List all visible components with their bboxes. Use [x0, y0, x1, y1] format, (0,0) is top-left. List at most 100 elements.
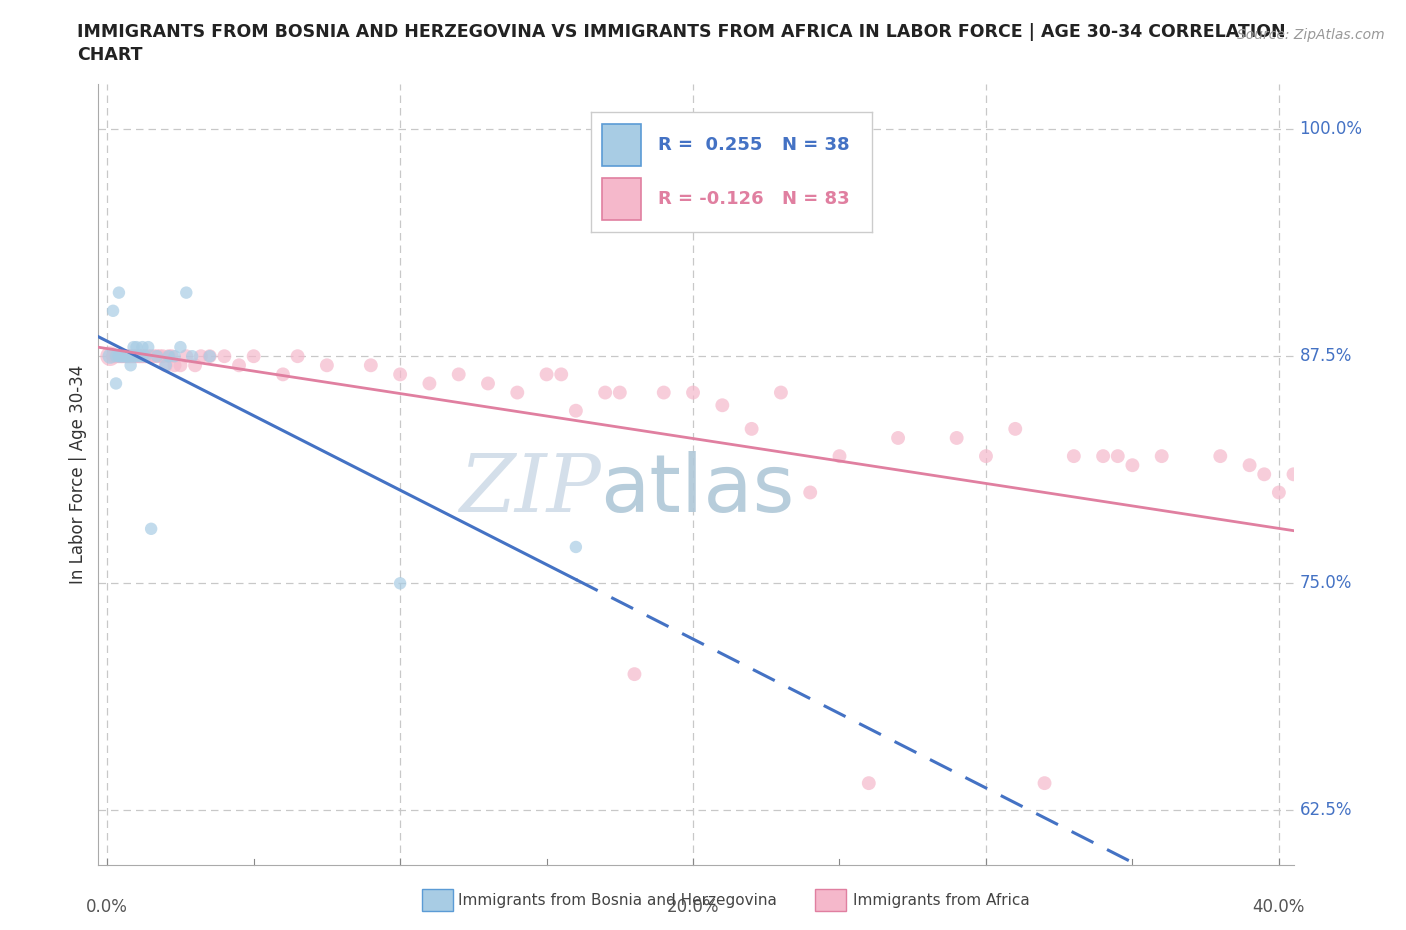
- Point: [120, 349, 142, 364]
- Point: [108, 349, 131, 364]
- Point: [1209, 448, 1232, 463]
- Point: [149, 349, 172, 364]
- Point: [146, 349, 169, 364]
- Point: [169, 358, 191, 373]
- Point: [623, 667, 645, 682]
- Point: [101, 349, 124, 364]
- Point: [609, 385, 631, 400]
- Point: [128, 349, 150, 364]
- Point: [315, 358, 337, 373]
- Point: [114, 349, 136, 364]
- Point: [184, 358, 207, 373]
- Point: [163, 349, 186, 364]
- Text: N = 83: N = 83: [782, 191, 849, 208]
- Point: [536, 367, 558, 382]
- Point: [389, 367, 412, 382]
- Point: [447, 367, 470, 382]
- Text: 62.5%: 62.5%: [1299, 802, 1353, 819]
- Point: [108, 286, 131, 300]
- Point: [181, 349, 204, 364]
- Point: [131, 349, 153, 364]
- Point: [111, 349, 134, 364]
- Point: [128, 349, 150, 364]
- Point: [146, 349, 169, 364]
- Point: [134, 349, 156, 364]
- Point: [105, 349, 127, 364]
- Point: [125, 349, 148, 364]
- Point: [828, 448, 851, 463]
- Point: [769, 385, 792, 400]
- Point: [506, 385, 529, 400]
- Point: [858, 776, 880, 790]
- Text: Immigrants from Bosnia and Herzegovina: Immigrants from Bosnia and Herzegovina: [458, 893, 778, 908]
- Point: [1282, 467, 1305, 482]
- Point: [114, 349, 136, 364]
- Point: [389, 576, 412, 591]
- Point: [945, 431, 967, 445]
- Point: [198, 349, 221, 364]
- Point: [887, 431, 910, 445]
- Point: [105, 349, 127, 364]
- Point: [120, 349, 142, 364]
- Point: [101, 349, 124, 364]
- Point: [122, 349, 145, 364]
- Point: [157, 349, 180, 364]
- Point: [101, 303, 124, 318]
- Point: [565, 539, 588, 554]
- Point: [105, 376, 127, 391]
- Point: [711, 398, 734, 413]
- Point: [1268, 485, 1291, 500]
- Point: [155, 358, 177, 373]
- Point: [136, 349, 159, 364]
- Point: [98, 349, 121, 364]
- Text: IMMIGRANTS FROM BOSNIA AND HERZEGOVINA VS IMMIGRANTS FROM AFRICA IN LABOR FORCE : IMMIGRANTS FROM BOSNIA AND HERZEGOVINA V…: [77, 23, 1286, 41]
- Point: [1121, 458, 1143, 472]
- Point: [117, 349, 139, 364]
- Point: [1092, 448, 1115, 463]
- Point: [111, 349, 134, 364]
- Point: [550, 367, 572, 382]
- Text: N = 38: N = 38: [782, 136, 849, 153]
- Point: [1239, 458, 1261, 472]
- Point: [117, 349, 139, 364]
- Point: [108, 349, 131, 364]
- Point: [157, 349, 180, 364]
- Point: [120, 358, 142, 373]
- Text: R =  0.255: R = 0.255: [658, 136, 762, 153]
- Point: [134, 349, 156, 364]
- Point: [122, 349, 145, 364]
- Point: [120, 349, 142, 364]
- Point: [134, 349, 156, 364]
- Point: [117, 349, 139, 364]
- Point: [174, 286, 197, 300]
- Point: [125, 349, 148, 364]
- Text: CHART: CHART: [77, 46, 143, 64]
- Point: [131, 349, 153, 364]
- Point: [117, 349, 139, 364]
- Point: [111, 349, 134, 364]
- Point: [242, 349, 264, 364]
- Point: [128, 349, 150, 364]
- Point: [152, 349, 174, 364]
- Point: [1033, 776, 1056, 790]
- Point: [117, 349, 139, 364]
- Bar: [602, 124, 641, 166]
- Point: [114, 349, 136, 364]
- Point: [136, 339, 159, 354]
- Point: [271, 367, 294, 382]
- Point: [1150, 448, 1173, 463]
- Point: [125, 339, 148, 354]
- Point: [799, 485, 821, 500]
- Point: [418, 376, 440, 391]
- Text: ZIP: ZIP: [458, 451, 600, 528]
- Point: [228, 358, 250, 373]
- Point: [1004, 421, 1026, 436]
- Point: [174, 349, 197, 364]
- Point: [141, 522, 163, 537]
- Text: 75.0%: 75.0%: [1299, 575, 1353, 592]
- Point: [98, 349, 121, 364]
- Point: [1063, 448, 1085, 463]
- Point: [652, 385, 675, 400]
- Point: [1326, 467, 1348, 482]
- Point: [360, 358, 382, 373]
